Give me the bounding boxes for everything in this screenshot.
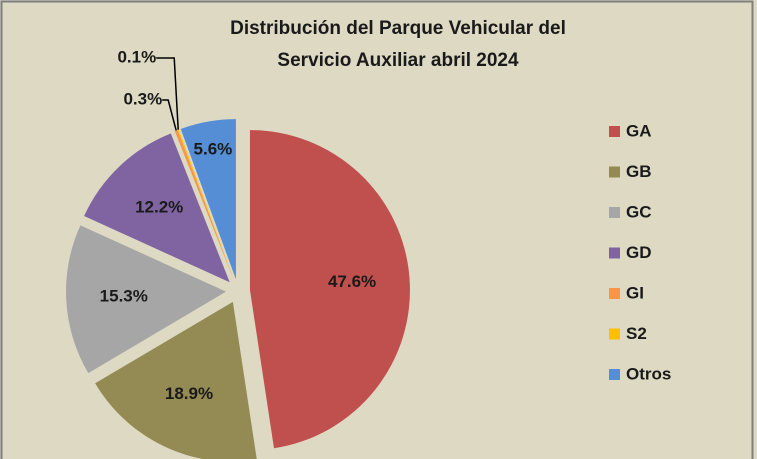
leader-line: [156, 57, 179, 130]
data-label: 15.3%: [100, 287, 148, 306]
legend-label: S2: [626, 324, 647, 343]
data-label: 18.9%: [165, 384, 213, 403]
data-label: 5.6%: [194, 139, 233, 158]
legend-label: GD: [626, 243, 652, 262]
pie-slice: [174, 129, 234, 280]
legend-label: GI: [626, 283, 644, 302]
legend-swatch: [609, 328, 620, 340]
data-label: 0.1%: [117, 47, 156, 66]
leader-line: [162, 99, 177, 131]
pie-slice: [249, 130, 410, 449]
legend-swatch: [609, 166, 620, 178]
legend-label: Otros: [626, 364, 671, 383]
data-label: 47.6%: [328, 272, 376, 291]
chart-title: Distribución del Parque Vehicular del: [230, 18, 566, 39]
legend-label: GB: [626, 162, 652, 181]
pie-slice: [177, 129, 234, 280]
data-label: 0.3%: [123, 89, 162, 108]
pie-slice: [66, 225, 227, 374]
legend-swatch: [609, 288, 620, 299]
legend-swatch: [609, 126, 620, 137]
chart-title: Servicio Auxiliar abril 2024: [277, 50, 519, 71]
pie-slice: [180, 119, 236, 280]
legend-swatch: [609, 207, 620, 218]
legend-swatch: [609, 369, 620, 380]
legend-swatch: [609, 247, 620, 259]
legend-label: GC: [626, 202, 652, 221]
legend-label: GA: [626, 121, 652, 140]
data-label: 12.2%: [135, 198, 183, 217]
pie-slice: [95, 301, 257, 459]
pie-slice: [84, 133, 230, 283]
